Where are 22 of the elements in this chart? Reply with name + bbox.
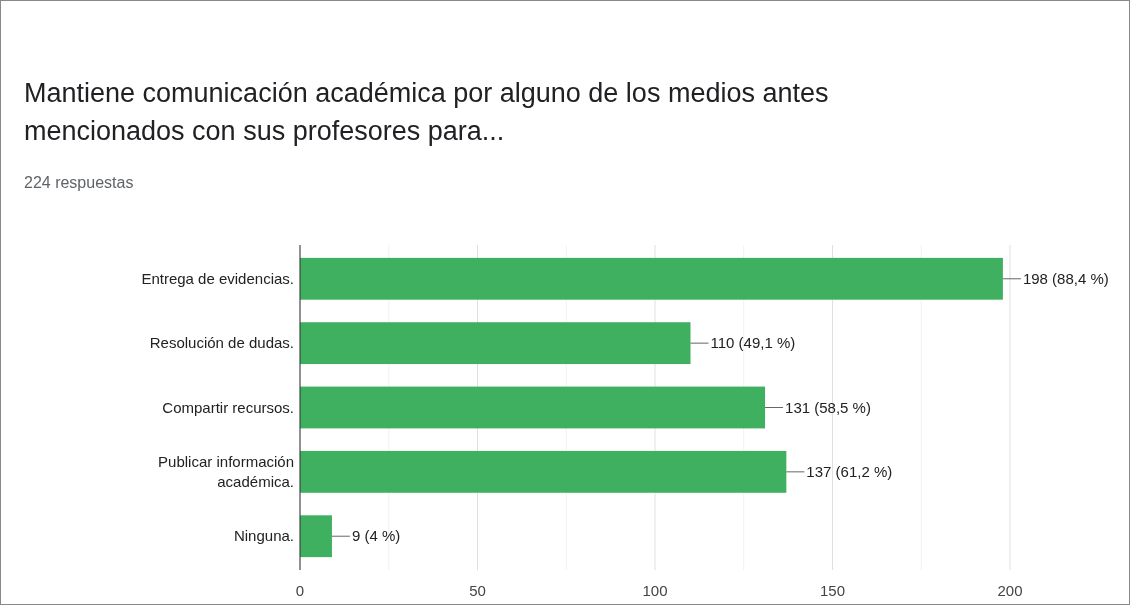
x-tick-label: 0 xyxy=(295,582,305,599)
text: 224 respuestas xyxy=(24,174,134,191)
data-label: 137 (61,2 %) xyxy=(806,462,893,480)
bar xyxy=(300,450,787,493)
y-tick-label: Compartir recursos. xyxy=(162,398,294,416)
data-label: 131 (58,5 %) xyxy=(785,398,871,416)
data-label: 198 (88,4 %) xyxy=(1022,269,1109,287)
bar xyxy=(300,515,332,558)
bar xyxy=(300,386,766,429)
x-tick-label: 200 xyxy=(997,582,1023,599)
x-tick-label: 100 xyxy=(642,582,668,599)
bar xyxy=(300,257,1003,300)
y-tick-label: Ninguna. xyxy=(233,527,294,545)
data-label: 110 (49,1 %) xyxy=(710,334,796,352)
x-tick-label: 50 xyxy=(469,582,486,599)
chart-title: Mantiene comunicación académica por alguno de los medios antes mencionados con sus profesores para... xyxy=(24,78,829,146)
data-label: 9 (4 %) xyxy=(351,527,401,545)
y-tick-label: Publicar información académica. xyxy=(158,452,294,490)
bar xyxy=(300,322,691,365)
y-tick-label: Entrega de evidencias. xyxy=(141,269,294,287)
x-tick-label: 150 xyxy=(819,582,846,599)
y-tick-label: Resolución de dudas. xyxy=(149,334,294,352)
